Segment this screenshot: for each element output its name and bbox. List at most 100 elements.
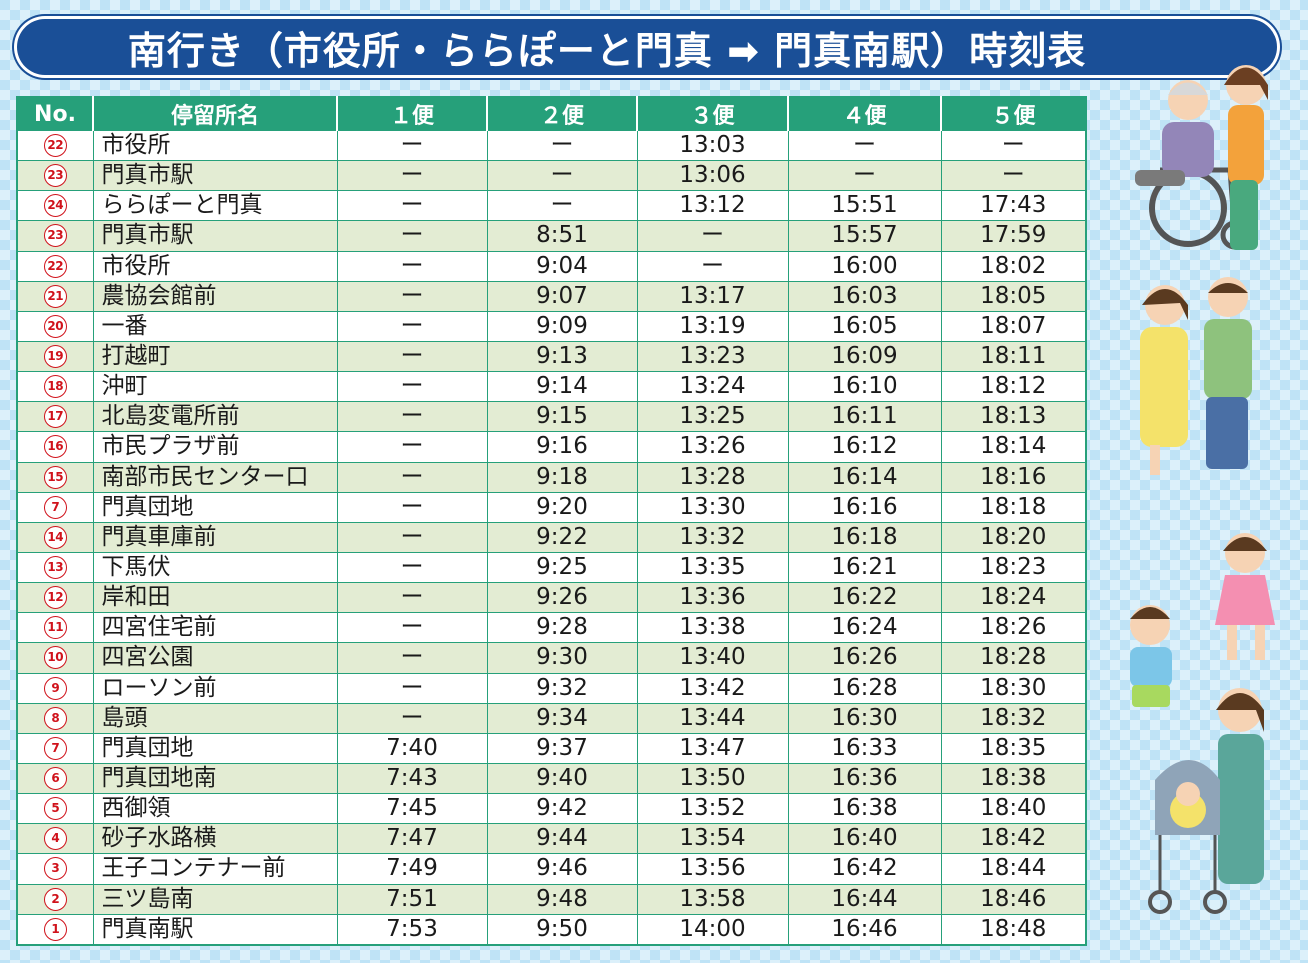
time-cell-trip-3: 13:28 [636,461,788,493]
time-cell-trip-2: 9:28 [486,612,637,643]
time-cell-trip-1: ー [336,642,487,674]
time-cell-trip-2: 8:51 [486,220,637,252]
table-row: 21 農協会館前ー 9:07 13:17 16:03 18:05 [17,280,1086,312]
stop-number-cell: 18 [17,371,93,402]
time-cell-trip-3: 13:19 [636,310,788,342]
stop-number-cell: 8 [17,702,93,734]
stop-number-badge: 1 [43,917,67,941]
table-row: 15 南部市民センター口ー 9:18 13:28 16:14 18:16 [17,461,1086,493]
stop-number-badge: 11 [43,616,67,640]
table-row: 22 市役所ー 9:04 ー 16:00 18:02 [17,250,1086,282]
time-cell-trip-1: ー [336,612,487,643]
time-cell-trip-3: 13:06 [636,160,788,191]
stop-number-cell: 14 [17,521,93,553]
stop-number-cell: 9 [17,672,93,704]
stop-number-badge: 22 [43,134,67,158]
time-cell-trip-4: 16:11 [787,401,941,432]
table-row: 14 門真車庫前ー 9:22 13:32 16:18 18:20 [17,521,1086,553]
time-cell-trip-2: 9:16 [486,431,637,463]
stop-number-badge: 12 [43,586,67,610]
time-cell-trip-5: 18:44 [940,853,1086,885]
time-cell-trip-2: ー [486,160,637,191]
time-cell-trip-2: 9:04 [486,250,637,282]
time-cell-trip-3: 13:38 [636,612,788,643]
stop-name-cell: ローソン前 [92,672,337,704]
time-cell-trip-5: 18:46 [940,883,1086,915]
time-cell-trip-3: 13:40 [636,642,788,674]
time-cell-trip-3: 13:25 [636,401,788,432]
time-cell-trip-1: ー [336,220,487,252]
table-row: 12 岸和田ー 9:26 13:36 16:22 18:24 [17,582,1086,613]
time-cell-trip-1: ー [336,431,487,463]
time-cell-trip-2: 9:46 [486,853,637,885]
time-cell-trip-4: 16:44 [787,883,941,915]
time-cell-trip-2: 9:22 [486,521,637,553]
time-cell-trip-5: 17:43 [940,190,1086,221]
stop-number-cell: 21 [17,280,93,312]
time-cell-trip-2: 9:15 [486,401,637,432]
time-cell-trip-3: 13:47 [636,732,788,764]
stop-name-cell: 門真市駅 [92,220,337,252]
time-cell-trip-3: 13:32 [636,521,788,553]
time-cell-trip-4: 16:05 [787,310,941,342]
stop-name-cell: 農協会館前 [92,280,337,312]
time-cell-trip-1: ー [336,582,487,613]
stop-number-cell: 10 [17,642,93,674]
table-row: 19 打越町ー 9:13 13:23 16:09 18:11 [17,340,1086,372]
time-cell-trip-1: 7:53 [336,913,487,945]
time-cell-trip-5: 18:42 [940,823,1086,854]
stop-number-cell: 5 [17,793,93,824]
stop-number-cell: 16 [17,431,93,463]
stop-name-cell: 門真団地 [92,491,337,523]
time-cell-trip-2: 9:14 [486,371,637,402]
table-row: 24 ららぽーと門真ーー 13:12 15:51 17:43 [17,190,1086,221]
time-cell-trip-5: 18:11 [940,340,1086,372]
page-title: 南行き（市役所・ららぽーと門真 ➡ 門真南駅）時刻表 [127,28,1087,73]
table-row: 6 門真団地南 7:43 9:40 13:50 16:36 18:38 [17,762,1086,794]
stop-number-badge: 14 [43,525,67,549]
time-cell-trip-4: 16:26 [787,642,941,674]
stop-number-badge: 9 [43,676,67,700]
stop-name-cell: 打越町 [92,340,337,372]
time-cell-trip-2: 9:25 [486,551,637,583]
stop-name-cell: 門真車庫前 [92,521,337,553]
time-cell-trip-4: 16:21 [787,551,941,583]
stop-number-cell: 13 [17,551,93,583]
time-cell-trip-5: 18:12 [940,371,1086,402]
stop-name-cell: 島頭 [92,702,337,734]
caregiver-wheelchair-illustration [1135,65,1268,250]
table-row: 5 西御領 7:45 9:42 13:52 16:38 18:40 [17,793,1086,824]
stop-number-badge: 3 [43,857,67,881]
stop-number-cell: 12 [17,582,93,613]
time-cell-trip-1: ー [336,521,487,553]
time-cell-trip-3: 13:58 [636,883,788,915]
time-cell-trip-4: 16:18 [787,521,941,553]
time-cell-trip-4: 16:12 [787,431,941,463]
time-cell-trip-5: 18:18 [940,491,1086,523]
stop-name-cell: ららぽーと門真 [92,190,337,221]
time-cell-trip-1: ー [336,160,487,191]
time-cell-trip-3: 13:30 [636,491,788,523]
time-cell-trip-4: 16:00 [787,250,941,282]
time-cell-trip-2: 9:30 [486,642,637,674]
time-cell-trip-3: 13:54 [636,823,788,854]
time-cell-trip-5: ー [940,129,1086,161]
stop-number-cell: 23 [17,220,93,252]
header-stop-name: 停留所名 [92,97,337,131]
stop-number-cell: 15 [17,461,93,493]
time-cell-trip-2: 9:44 [486,823,637,854]
stop-number-badge: 4 [43,827,67,851]
time-cell-trip-4: 16:38 [787,793,941,824]
header-row: No. 停留所名 １便 ２便 ３便 ４便 ５便 [17,97,1086,131]
table-row: 7 門真団地ー 9:20 13:30 16:16 18:18 [17,491,1086,523]
stop-number-badge: 8 [43,706,67,730]
table-row: 16 市民プラザ前ー 9:16 13:26 16:12 18:14 [17,431,1086,463]
time-cell-trip-4: 16:22 [787,582,941,613]
time-cell-trip-2: ー [486,129,637,161]
time-cell-trip-1: ー [336,491,487,523]
header-trip-2: ２便 [486,97,637,131]
header-trip-4: ４便 [787,97,941,131]
time-cell-trip-1: 7:40 [336,732,487,764]
time-cell-trip-2: 9:26 [486,582,637,613]
time-cell-trip-4: ー [787,129,941,161]
